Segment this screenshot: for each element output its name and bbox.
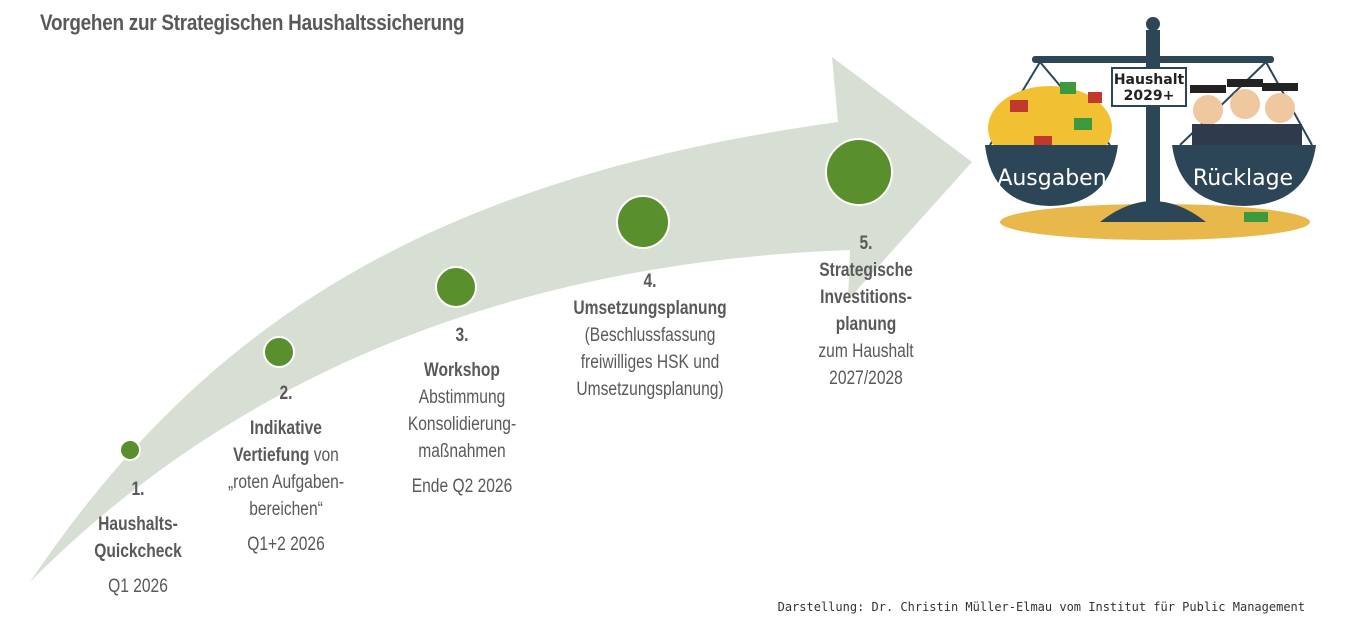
left-pan-label: Ausgaben xyxy=(997,166,1106,191)
progress-arrow xyxy=(30,57,972,582)
scale-sign-line-1: Haushalt xyxy=(1114,72,1185,88)
balance-scale-illustration xyxy=(985,17,1316,240)
milestone-circle-2 xyxy=(263,336,295,368)
step-4-number: 4. xyxy=(643,271,657,292)
milestone-circle-5 xyxy=(825,138,893,206)
step-4-text: (Beschlussfassung freiwilliges HSK und U… xyxy=(576,325,724,400)
step-5: 5. Strategische Investitions-planung zum… xyxy=(800,230,931,392)
step-5-text: zum Haushalt 2027/2028 xyxy=(818,341,914,389)
step-1-number: 1. xyxy=(131,479,145,500)
step-4: 4. Umsetzungsplanung (Beschlussfassung f… xyxy=(566,268,733,403)
step-5-number: 5. xyxy=(859,233,873,254)
step-1-title: Haushalts- Quickcheck xyxy=(94,514,182,562)
milestone-circle-1 xyxy=(119,439,141,461)
step-3-date: Ende Q2 2026 xyxy=(411,476,513,497)
step-3: 3. Workshop Abstimmung Konsolidierung-ma… xyxy=(391,322,532,500)
step-3-text: Abstimmung Konsolidierung-maßnahmen xyxy=(407,387,517,462)
step-4-title: Umsetzungsplanung xyxy=(573,298,727,319)
milestone-circle-3 xyxy=(435,266,477,308)
right-pan-label: Rücklage xyxy=(1193,166,1293,191)
step-2-number: 2. xyxy=(279,383,293,404)
milestone-circle-4 xyxy=(616,195,670,249)
step-5-title: Strategische Investitions-planung xyxy=(819,260,913,335)
step-1: 1. Haushalts- Quickcheck Q1 2026 xyxy=(74,476,202,600)
step-2: 2. Indikative Vertiefung von „roten Aufg… xyxy=(212,380,360,558)
step-3-number: 3. xyxy=(455,325,469,346)
step-2-date: Q1+2 2026 xyxy=(247,534,325,555)
page-title: Vorgehen zur Strategischen Haushaltssich… xyxy=(40,10,465,35)
credit-line: Darstellung: Dr. Christin Müller-Elmau v… xyxy=(777,600,1305,614)
step-1-date: Q1 2026 xyxy=(108,576,168,597)
step-2-title: Indikative Vertiefung xyxy=(233,418,322,466)
step-2-text: von „roten Aufgaben-bereichen“ xyxy=(227,445,345,520)
step-3-title: Workshop xyxy=(424,360,500,381)
scale-sign-line-2: 2029+ xyxy=(1124,88,1175,104)
